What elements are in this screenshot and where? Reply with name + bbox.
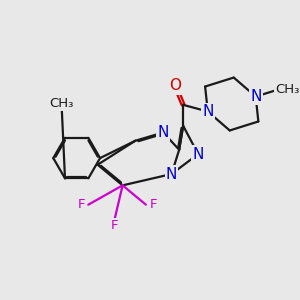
Text: N: N [166, 167, 177, 182]
Text: CH₃: CH₃ [275, 83, 299, 96]
Text: CH₃: CH₃ [50, 97, 74, 110]
Text: F: F [149, 198, 157, 211]
Text: N: N [202, 104, 214, 119]
Text: N: N [250, 89, 261, 104]
Text: O: O [169, 78, 181, 93]
Text: F: F [77, 198, 85, 211]
Text: N: N [192, 147, 204, 162]
Text: N: N [158, 125, 169, 140]
Text: F: F [110, 219, 118, 232]
